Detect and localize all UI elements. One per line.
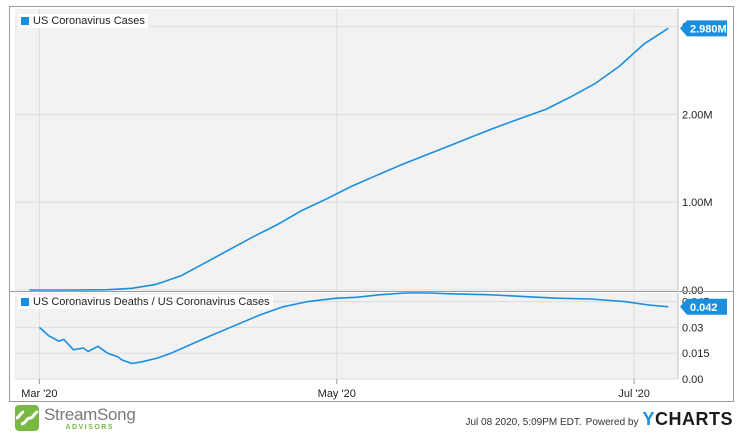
streamsong-logo: StreamSong ADVISORS bbox=[14, 404, 136, 432]
logo-subtitle: ADVISORS bbox=[44, 424, 136, 431]
ratio-ytick-label-0: 0.00 bbox=[682, 374, 703, 386]
ratio-last-value-badge: 0.042 bbox=[680, 299, 727, 315]
cases-ytick-label-1: 1.00M bbox=[682, 197, 713, 209]
cases-legend: US Coronavirus Cases bbox=[18, 14, 148, 28]
x-tick-label-2: Jul '20 bbox=[618, 388, 649, 400]
ratio-ytick-label-2: 0.03 bbox=[682, 322, 703, 334]
ycharts-logo-y: Y bbox=[642, 409, 655, 429]
footer: Jul 08 2020, 5:09PM EDT. Powered by YCHA… bbox=[465, 409, 733, 430]
ratio-legend-swatch bbox=[21, 298, 29, 306]
ratio-last-value-text: 0.042 bbox=[690, 302, 718, 314]
logo-name: StreamSong bbox=[44, 406, 136, 423]
streamsong-logo-icon bbox=[14, 404, 40, 432]
cases-legend-label: US Coronavirus Cases bbox=[33, 15, 145, 27]
footer-powered-by: Powered by bbox=[586, 417, 639, 428]
cases-plot-area bbox=[15, 9, 678, 290]
ratio-legend-label: US Coronavirus Deaths / US Coronavirus C… bbox=[33, 296, 270, 308]
ratio-ytick-label-1: 0.015 bbox=[682, 348, 710, 360]
cases-last-value-badge: 2.980M bbox=[680, 20, 727, 36]
ycharts-logo-rest: CHARTS bbox=[655, 409, 733, 429]
x-tick-label-0: Mar '20 bbox=[21, 388, 57, 400]
cases-last-value-text: 2.980M bbox=[690, 23, 727, 35]
footer-timestamp: Jul 08 2020, 5:09PM EDT. bbox=[465, 417, 581, 428]
ycharts-logo: YCHARTS bbox=[642, 409, 733, 430]
ratio-legend: US Coronavirus Deaths / US Coronavirus C… bbox=[18, 295, 273, 309]
cases-ytick-label-2: 2.00M bbox=[682, 109, 713, 121]
cases-legend-swatch bbox=[21, 17, 29, 25]
x-tick-label-1: May '20 bbox=[318, 388, 356, 400]
x-axis: Mar '20 May '20 Jul '20 bbox=[21, 379, 650, 400]
